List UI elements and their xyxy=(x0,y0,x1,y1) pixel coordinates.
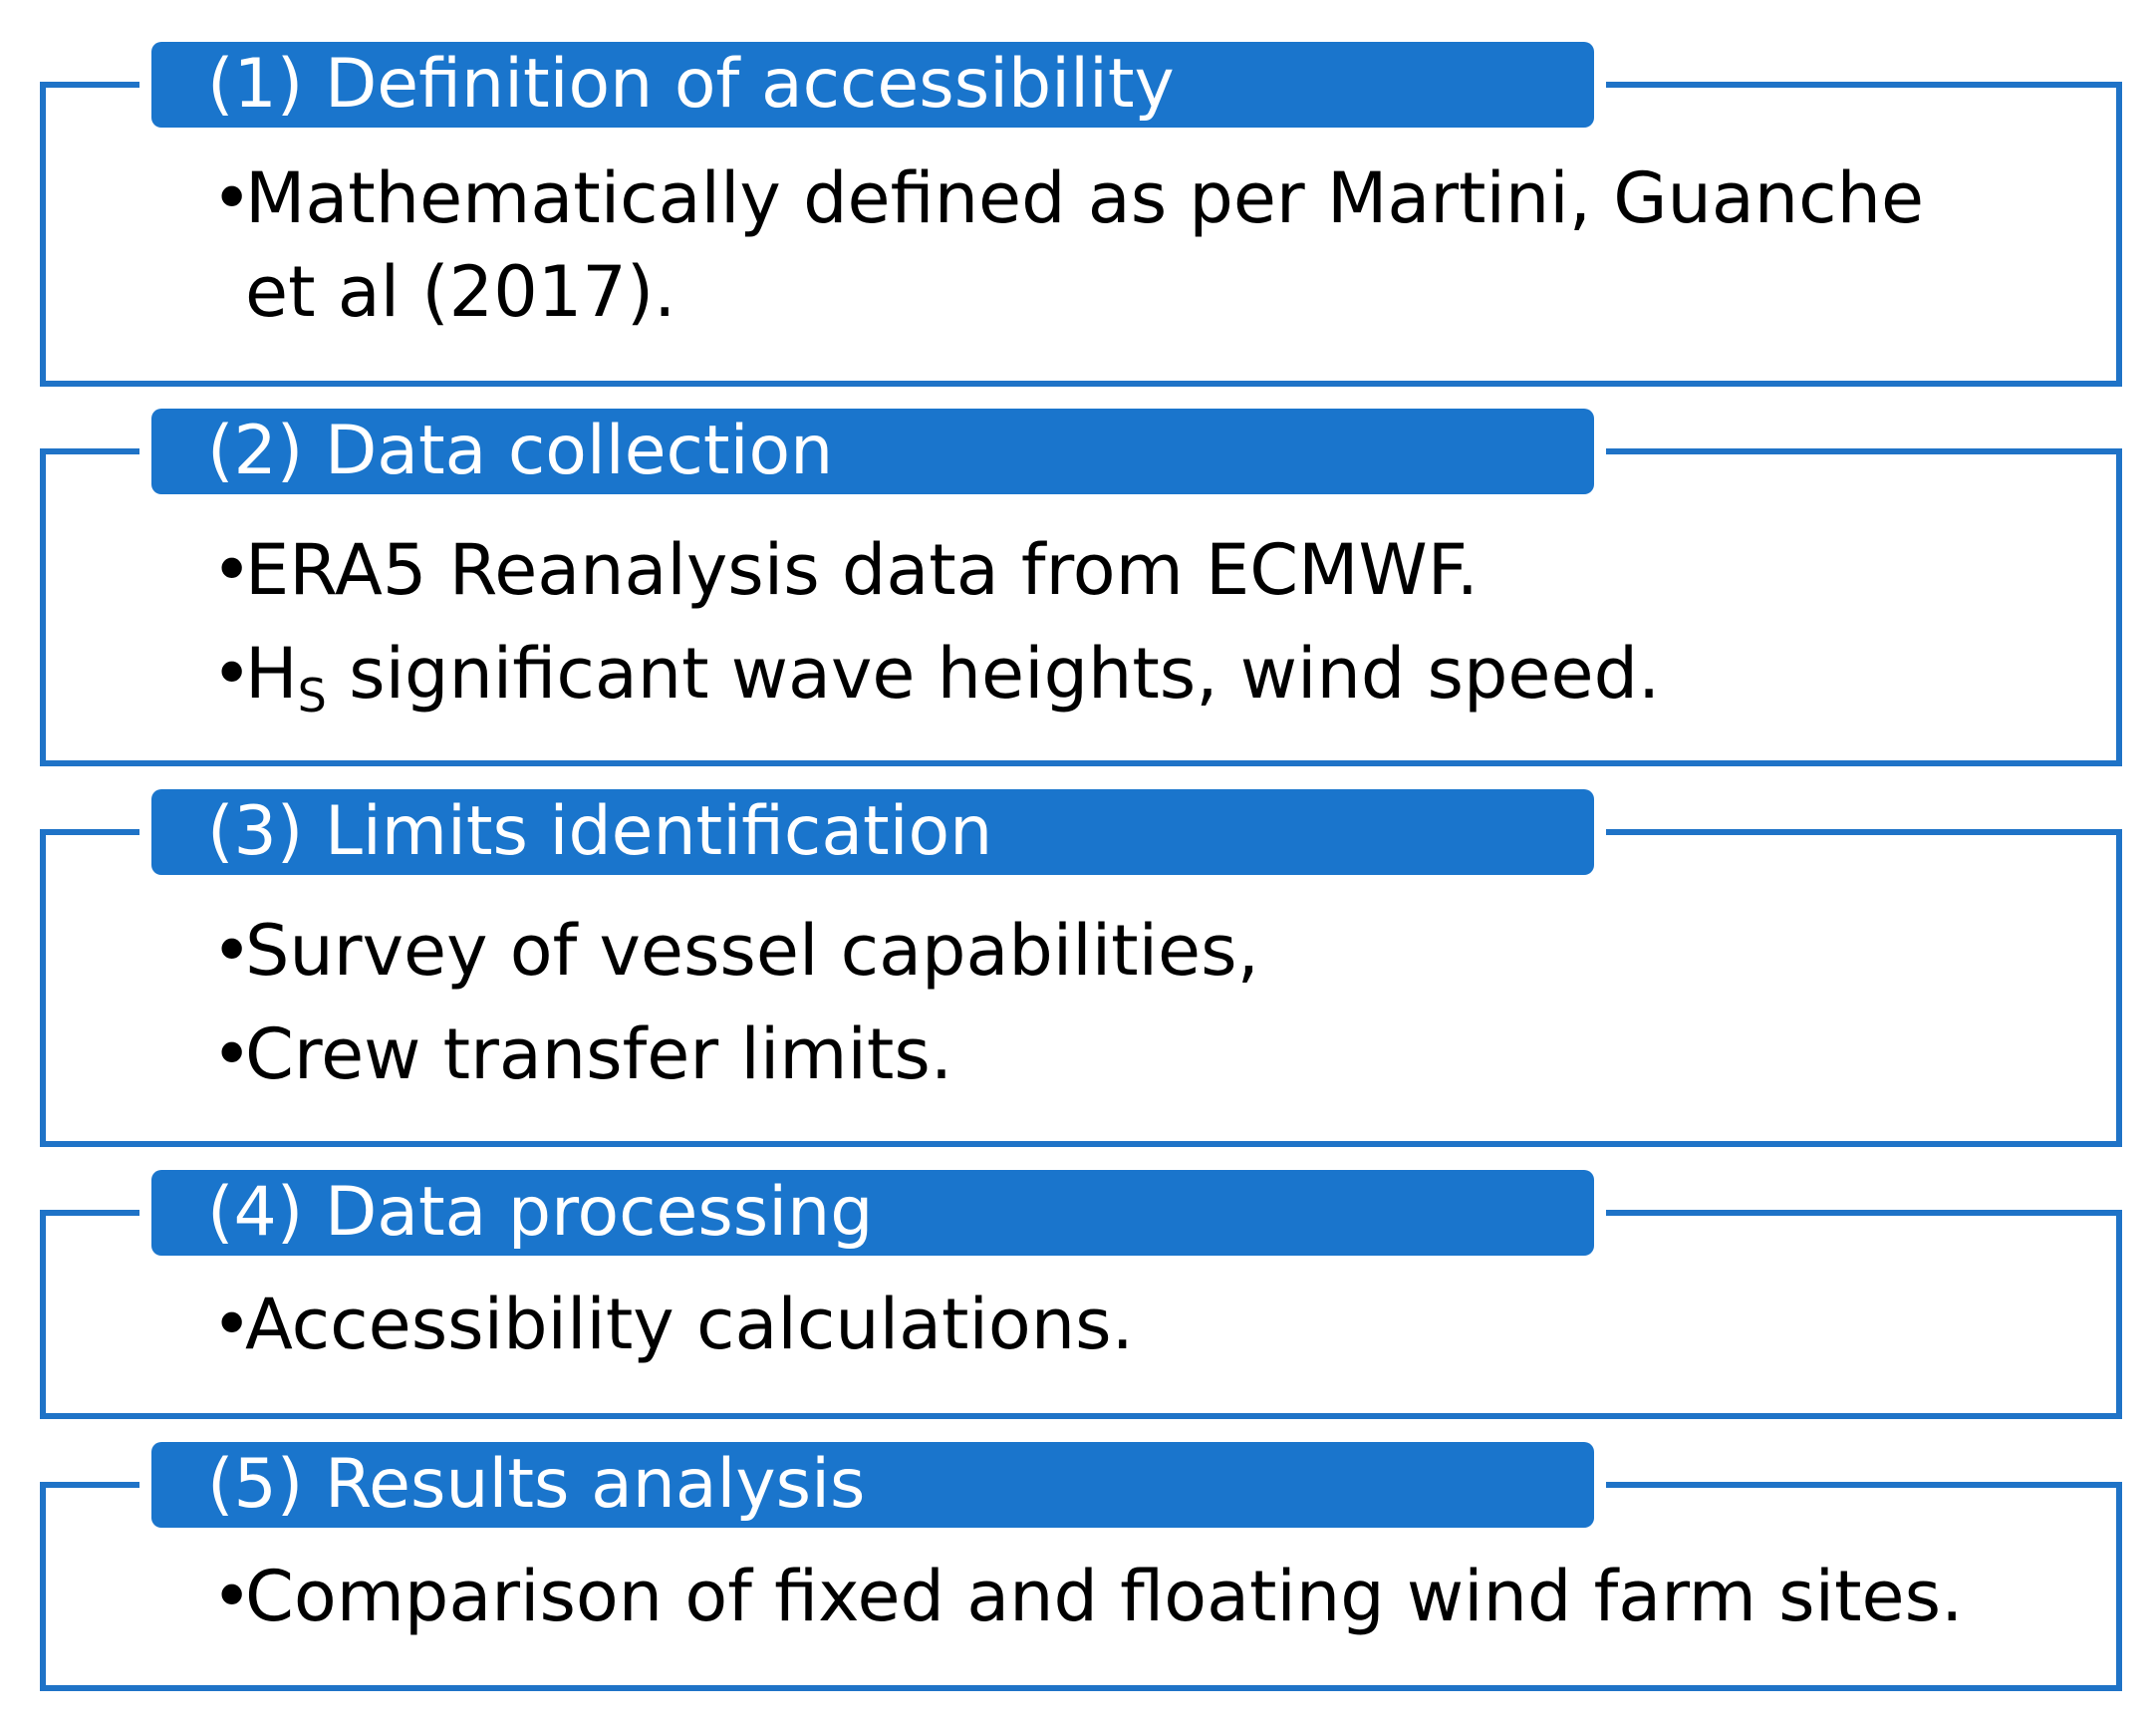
bullet-text: ERA5 Reanalysis data from ECMWF. xyxy=(245,529,1479,611)
bullet-icon: • xyxy=(211,1284,253,1365)
step-3-box xyxy=(40,829,2122,1147)
step-5-header: (5) Results analysis xyxy=(151,1442,1594,1528)
bullet-icon: • xyxy=(211,157,253,239)
bullet-item: • Survey of vessel capabilities, xyxy=(211,899,1259,1003)
bullet-item: • Comparison of fixed and floating wind … xyxy=(211,1550,1963,1643)
hs-subscript: S xyxy=(297,669,327,722)
bullet-item: • Accessibility calculations. xyxy=(211,1278,1134,1371)
step-2-bullets: • ERA5 Reanalysis data from ECMWF. • HS … xyxy=(211,518,1660,725)
bullet-text: Mathematically defined as per Martini, G… xyxy=(245,157,1925,333)
bullet-text: significant wave heights, wind speed. xyxy=(326,633,1661,715)
bullet-icon: • xyxy=(211,633,253,715)
bullet-text: Crew transfer limits. xyxy=(245,1013,953,1095)
bullet-icon: • xyxy=(211,1556,253,1637)
bullet-text: Accessibility calculations. xyxy=(245,1284,1134,1365)
step-1-bullets: • Mathematically defined as per Martini,… xyxy=(211,151,1939,339)
step-3-bullets: • Survey of vessel capabilities, • Crew … xyxy=(211,899,1259,1106)
step-4-bullets: • Accessibility calculations. xyxy=(211,1278,1134,1371)
bullet-text: Comparison of fixed and floating wind fa… xyxy=(245,1556,1964,1637)
step-3-header: (3) Limits identification xyxy=(151,789,1594,875)
bullet-icon: • xyxy=(211,1013,253,1095)
bullet-item: • Mathematically defined as per Martini,… xyxy=(211,151,1939,339)
bullet-icon: • xyxy=(211,529,253,611)
hs-symbol: H xyxy=(245,633,298,715)
bullet-item: • ERA5 Reanalysis data from ECMWF. xyxy=(211,518,1660,622)
bullet-item: • HS significant wave heights, wind spee… xyxy=(211,622,1660,725)
step-2-box xyxy=(40,448,2122,766)
step-1-header: (1) Definition of accessibility xyxy=(151,42,1594,128)
bullet-item: • Crew transfer limits. xyxy=(211,1003,1259,1106)
step-2-header: (2) Data collection xyxy=(151,409,1594,494)
step-4-header: (4) Data processing xyxy=(151,1170,1594,1256)
bullet-text: Survey of vessel capabilities, xyxy=(245,910,1259,992)
step-5-bullets: • Comparison of fixed and floating wind … xyxy=(211,1550,1963,1643)
bullet-icon: • xyxy=(211,910,253,992)
